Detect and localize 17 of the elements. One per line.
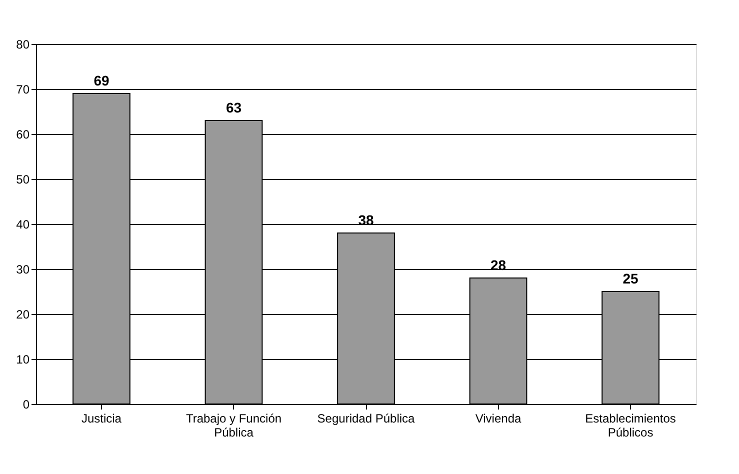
x-tick-label: Seguridad Pública <box>317 412 416 426</box>
y-tick-label: 30 <box>16 262 30 276</box>
y-tick-label: 80 <box>16 38 30 52</box>
y-tick-label: 10 <box>16 352 30 366</box>
x-tick-label: Justicia <box>81 412 122 426</box>
x-tick-label: Trabajo y Función Pública <box>186 412 282 440</box>
y-tick-label: 20 <box>16 308 30 322</box>
data-label: 25 <box>622 270 639 286</box>
data-label: 69 <box>94 72 110 88</box>
y-tick-label: 60 <box>16 128 30 142</box>
x-tick-label: Vivienda <box>475 412 522 426</box>
data-label: 63 <box>226 100 242 116</box>
x-tick-label: Establecimientos Públicos <box>585 412 676 440</box>
y-tick-label: 0 <box>22 398 30 412</box>
y-tick-label: 40 <box>16 218 30 232</box>
y-tick-label: 50 <box>16 172 30 186</box>
y-tick-label: 70 <box>16 82 30 96</box>
